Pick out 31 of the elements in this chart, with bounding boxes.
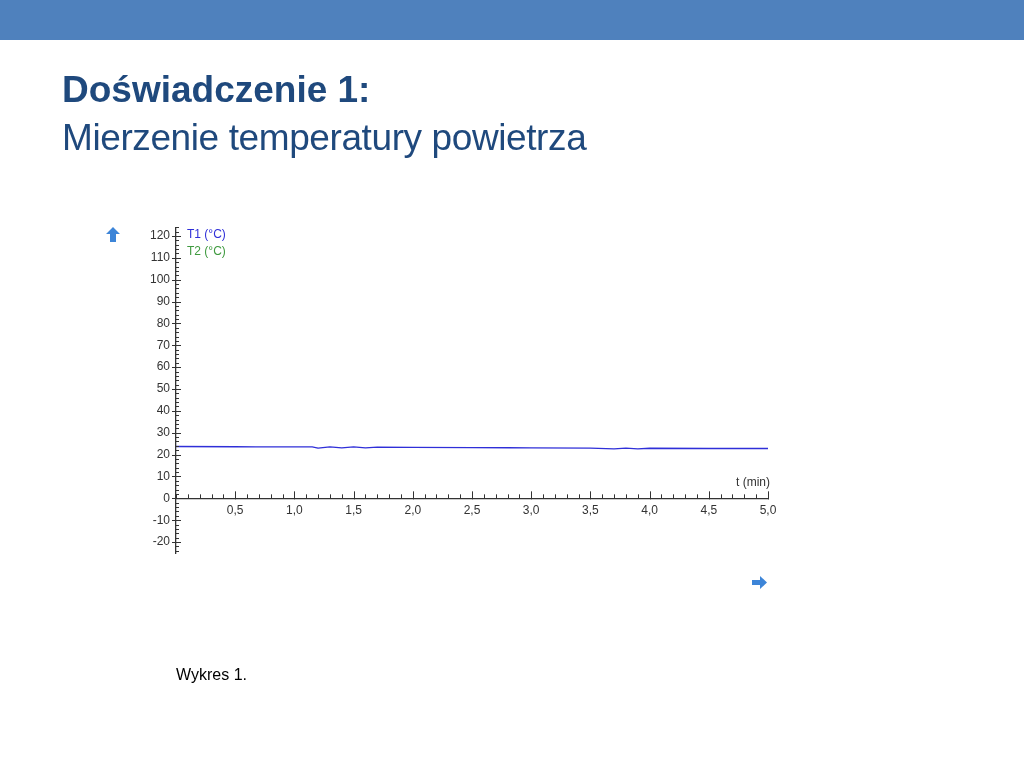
y-tick-label: 80 — [156, 315, 171, 330]
x-tick-label: 3,0 — [522, 502, 540, 517]
legend-label: T2 (°C) — [187, 243, 226, 258]
chart-subtitle: Mierzenie temperatury powietrza — [62, 117, 587, 159]
chart-title: Doświadczenie 1: — [62, 69, 371, 111]
x-tick-label: 2,5 — [463, 502, 481, 517]
y-tick-label: 20 — [156, 446, 171, 461]
x-tick-label: 1,0 — [286, 502, 304, 517]
x-tick-label: 0,5 — [226, 502, 244, 517]
text: T1 (°C) — [187, 226, 226, 241]
x-tick-label: 5,0 — [759, 502, 777, 517]
text: Wykres 1. — [176, 666, 247, 684]
y-tick-label: -10 — [152, 512, 171, 527]
y-tick-label: 30 — [156, 425, 171, 440]
y-tick-label: 0 — [163, 490, 171, 505]
y-tick-label: 120 — [149, 228, 171, 243]
x-tick-label: 1,5 — [345, 502, 363, 517]
y-tick-label: 50 — [156, 381, 171, 396]
y-tick-label: 70 — [156, 337, 171, 352]
x-tick-label: 2,0 — [404, 502, 422, 517]
y-tick-label: 10 — [156, 468, 171, 483]
x-axis-title: t (min) — [736, 474, 770, 489]
y-tick-label: 100 — [149, 271, 171, 286]
y-tick-label: 60 — [156, 359, 171, 374]
y-tick-label: 40 — [156, 403, 171, 418]
y-tick-label: -20 — [152, 534, 171, 549]
x-tick-label: 4,0 — [641, 502, 659, 517]
y-tick-label: 90 — [156, 293, 171, 308]
x-tick-label: 4,5 — [700, 502, 718, 517]
x-tick-label: 3,5 — [582, 502, 600, 517]
y-tick-label: 110 — [150, 250, 171, 265]
